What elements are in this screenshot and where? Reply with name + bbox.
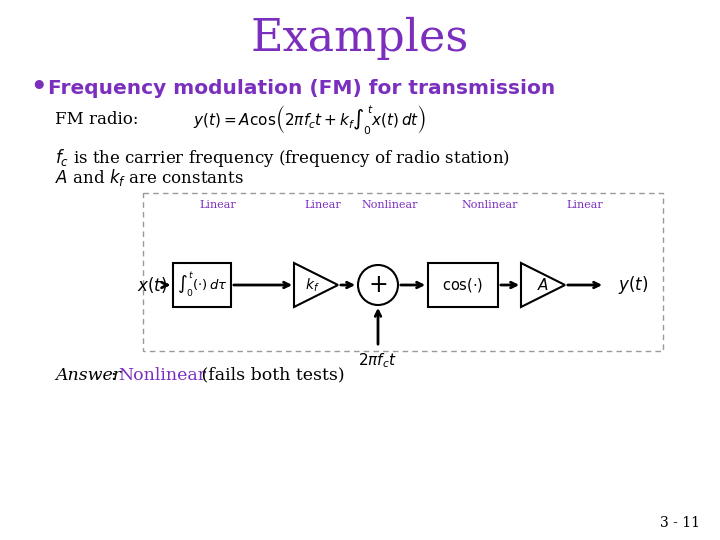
Text: $2\pi f_c t$: $2\pi f_c t$ — [359, 352, 397, 370]
Text: Linear: Linear — [199, 200, 236, 210]
Text: :: : — [110, 367, 116, 383]
Text: Answer: Answer — [55, 367, 121, 383]
Text: Nonlinear: Nonlinear — [361, 200, 418, 210]
Text: $A$ and $k_f$ are constants: $A$ and $k_f$ are constants — [55, 167, 244, 188]
Text: $f_c$ is the carrier frequency (frequency of radio station): $f_c$ is the carrier frequency (frequenc… — [55, 147, 510, 169]
Text: $\cos(\cdot)$: $\cos(\cdot)$ — [442, 276, 484, 294]
Text: •: • — [30, 75, 47, 101]
Text: $A$: $A$ — [537, 277, 549, 293]
Text: (fails both tests): (fails both tests) — [196, 367, 345, 383]
Circle shape — [358, 265, 398, 305]
Text: Linear: Linear — [567, 200, 603, 210]
Text: Examples: Examples — [251, 16, 469, 59]
Text: Frequency modulation (FM) for transmission: Frequency modulation (FM) for transmissi… — [48, 78, 555, 98]
Text: $x(t)$: $x(t)$ — [137, 275, 167, 295]
Text: $\int_0^t (\cdot)\,d\tau$: $\int_0^t (\cdot)\,d\tau$ — [176, 271, 228, 299]
Text: $y(t)= A\cos\!\left(2\pi f_c t + k_f \int_0^{\,t} x(t)\,dt\right)$: $y(t)= A\cos\!\left(2\pi f_c t + k_f \in… — [194, 103, 426, 137]
Text: $k_f$: $k_f$ — [305, 276, 320, 294]
Text: FM radio:: FM radio: — [55, 111, 138, 129]
FancyBboxPatch shape — [173, 263, 231, 307]
Text: 3 - 11: 3 - 11 — [660, 516, 700, 530]
Text: +: + — [368, 273, 388, 297]
FancyBboxPatch shape — [428, 263, 498, 307]
Polygon shape — [294, 263, 338, 307]
Text: Nonlinear: Nonlinear — [118, 367, 206, 383]
Text: $y(t)$: $y(t)$ — [618, 274, 648, 296]
Text: Linear: Linear — [305, 200, 341, 210]
Text: Nonlinear: Nonlinear — [462, 200, 518, 210]
Polygon shape — [521, 263, 565, 307]
